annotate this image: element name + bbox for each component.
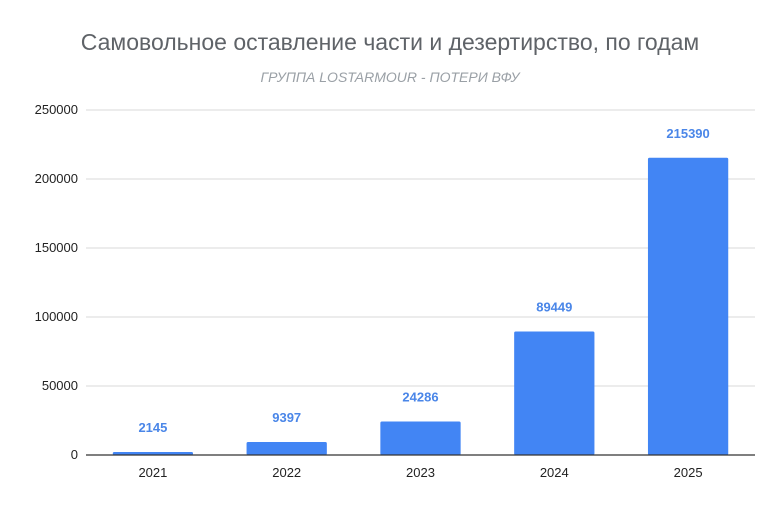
x-axis-ticks: 2021 2022 2023 2024 2025 (138, 465, 702, 480)
x-tick-label-2024: 2024 (540, 465, 569, 480)
gridlines (86, 109, 755, 387)
data-label-2022: 9397 (272, 410, 301, 425)
x-tick-label-2021: 2021 (138, 465, 167, 480)
x-tick-label-2023: 2023 (406, 465, 435, 480)
bar-2025 (647, 157, 729, 456)
chart-title: Самовольное оставление части и дезертирс… (81, 29, 700, 55)
y-tick-label: 200000 (35, 171, 78, 186)
data-label-2023: 24286 (402, 389, 438, 404)
y-axis-ticks: 0 50000 100000 150000 200000 250000 (35, 102, 78, 462)
y-tick-label: 0 (71, 447, 78, 462)
bar-2023 (380, 421, 461, 455)
y-tick-label: 100000 (35, 309, 78, 324)
y-tick-label: 150000 (35, 240, 78, 255)
data-labels: 2145 9397 24286 89449 215390 (138, 126, 709, 435)
bar-2024 (514, 331, 595, 455)
bars (112, 157, 729, 456)
bar-2022 (246, 442, 327, 455)
data-label-2021: 2145 (138, 420, 167, 435)
data-label-2024: 89449 (536, 300, 572, 315)
y-tick-label: 250000 (35, 102, 78, 117)
x-tick-label-2022: 2022 (272, 465, 301, 480)
chart-subtitle: ГРУППА LOSTARMOUR - ПОТЕРИ ВФУ (260, 69, 521, 85)
y-tick-label: 50000 (42, 378, 78, 393)
bar-2021 (112, 452, 194, 455)
data-label-2025: 215390 (666, 126, 709, 141)
x-tick-label-2025: 2025 (674, 465, 703, 480)
